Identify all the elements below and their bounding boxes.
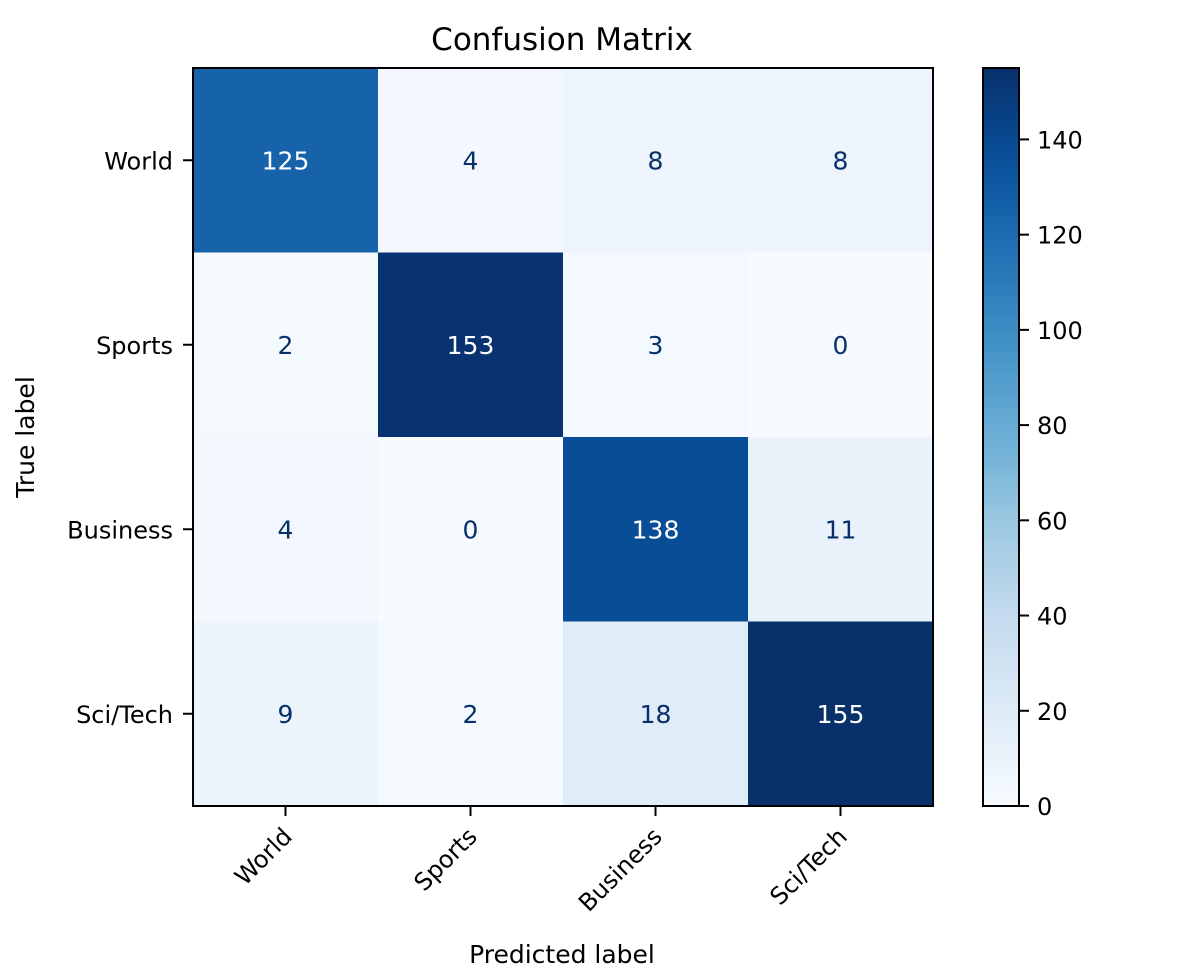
x-axis-label: Predicted label <box>469 940 655 969</box>
cell-3-3 <box>748 621 934 807</box>
colorbar-ticks: 0 20 40 60 80 100 120 140 <box>1019 126 1083 821</box>
chart-title: Confusion Matrix <box>431 22 693 58</box>
x-axis-ticks: World Sports Business Sci/Tech <box>229 806 853 917</box>
cell-value-3-0: 9 <box>278 700 294 729</box>
cell-0-0 <box>193 68 379 253</box>
colorbar <box>982 67 1020 807</box>
cell-value-labels: 125 4 8 8 2 153 3 0 4 0 138 11 9 2 18 155 <box>262 146 865 729</box>
cell-1-3 <box>748 252 934 438</box>
cell-value-0-3: 8 <box>833 146 849 175</box>
cell-value-0-0: 125 <box>262 146 310 175</box>
x-tick-label-2: Business <box>573 822 668 917</box>
cell-value-1-1: 153 <box>447 331 495 360</box>
colorbar-tick-label-0: 0 <box>1037 793 1052 821</box>
colorbar-tick-label-3: 60 <box>1037 507 1068 535</box>
cell-0-1 <box>378 68 564 253</box>
colorbar-tick-label-6: 120 <box>1037 222 1083 250</box>
cell-value-1-0: 2 <box>278 331 294 360</box>
cell-1-0 <box>193 252 379 438</box>
x-tick-label-1: Sports <box>409 822 483 896</box>
cell-value-1-2: 3 <box>648 331 664 360</box>
cell-value-1-3: 0 <box>833 331 849 360</box>
cell-0-2 <box>563 68 749 253</box>
y-tick-label-2: Business <box>67 516 173 544</box>
cell-value-3-2: 18 <box>640 700 672 729</box>
colorbar-tick-label-5: 100 <box>1037 317 1083 345</box>
cell-1-1 <box>378 252 564 438</box>
cell-value-3-1: 2 <box>463 700 479 729</box>
cell-0-3 <box>748 68 934 253</box>
cell-2-2 <box>563 437 749 622</box>
cell-value-2-3: 11 <box>825 515 857 544</box>
cell-3-2 <box>563 621 749 807</box>
y-axis-label: True label <box>11 376 40 499</box>
cell-value-0-2: 8 <box>648 146 664 175</box>
y-axis-ticks: World Sports Business Sci/Tech <box>67 147 193 729</box>
cell-value-3-3: 155 <box>817 700 865 729</box>
cell-value-2-1: 0 <box>463 515 479 544</box>
cell-value-0-1: 4 <box>463 146 479 175</box>
x-tick-label-3: Sci/Tech <box>764 822 852 910</box>
cell-value-2-0: 4 <box>278 515 294 544</box>
cell-3-0 <box>193 621 379 807</box>
colorbar-tick-label-1: 20 <box>1037 698 1068 726</box>
cell-2-0 <box>193 437 379 622</box>
cell-value-2-2: 138 <box>632 515 680 544</box>
y-tick-label-1: Sports <box>96 332 173 360</box>
plot-frame <box>192 67 934 807</box>
cell-2-1 <box>378 437 564 622</box>
y-tick-label-3: Sci/Tech <box>76 701 173 729</box>
cell-2-3 <box>748 437 934 622</box>
x-tick-label-0: World <box>229 822 297 890</box>
cell-3-1 <box>378 621 564 807</box>
colorbar-tick-label-7: 140 <box>1037 126 1083 154</box>
colorbar-tick-label-2: 40 <box>1037 603 1068 631</box>
colorbar-tick-label-4: 80 <box>1037 412 1068 440</box>
heatmap-cells <box>193 68 934 807</box>
y-tick-label-0: World <box>104 147 173 175</box>
cell-1-2 <box>563 252 749 438</box>
